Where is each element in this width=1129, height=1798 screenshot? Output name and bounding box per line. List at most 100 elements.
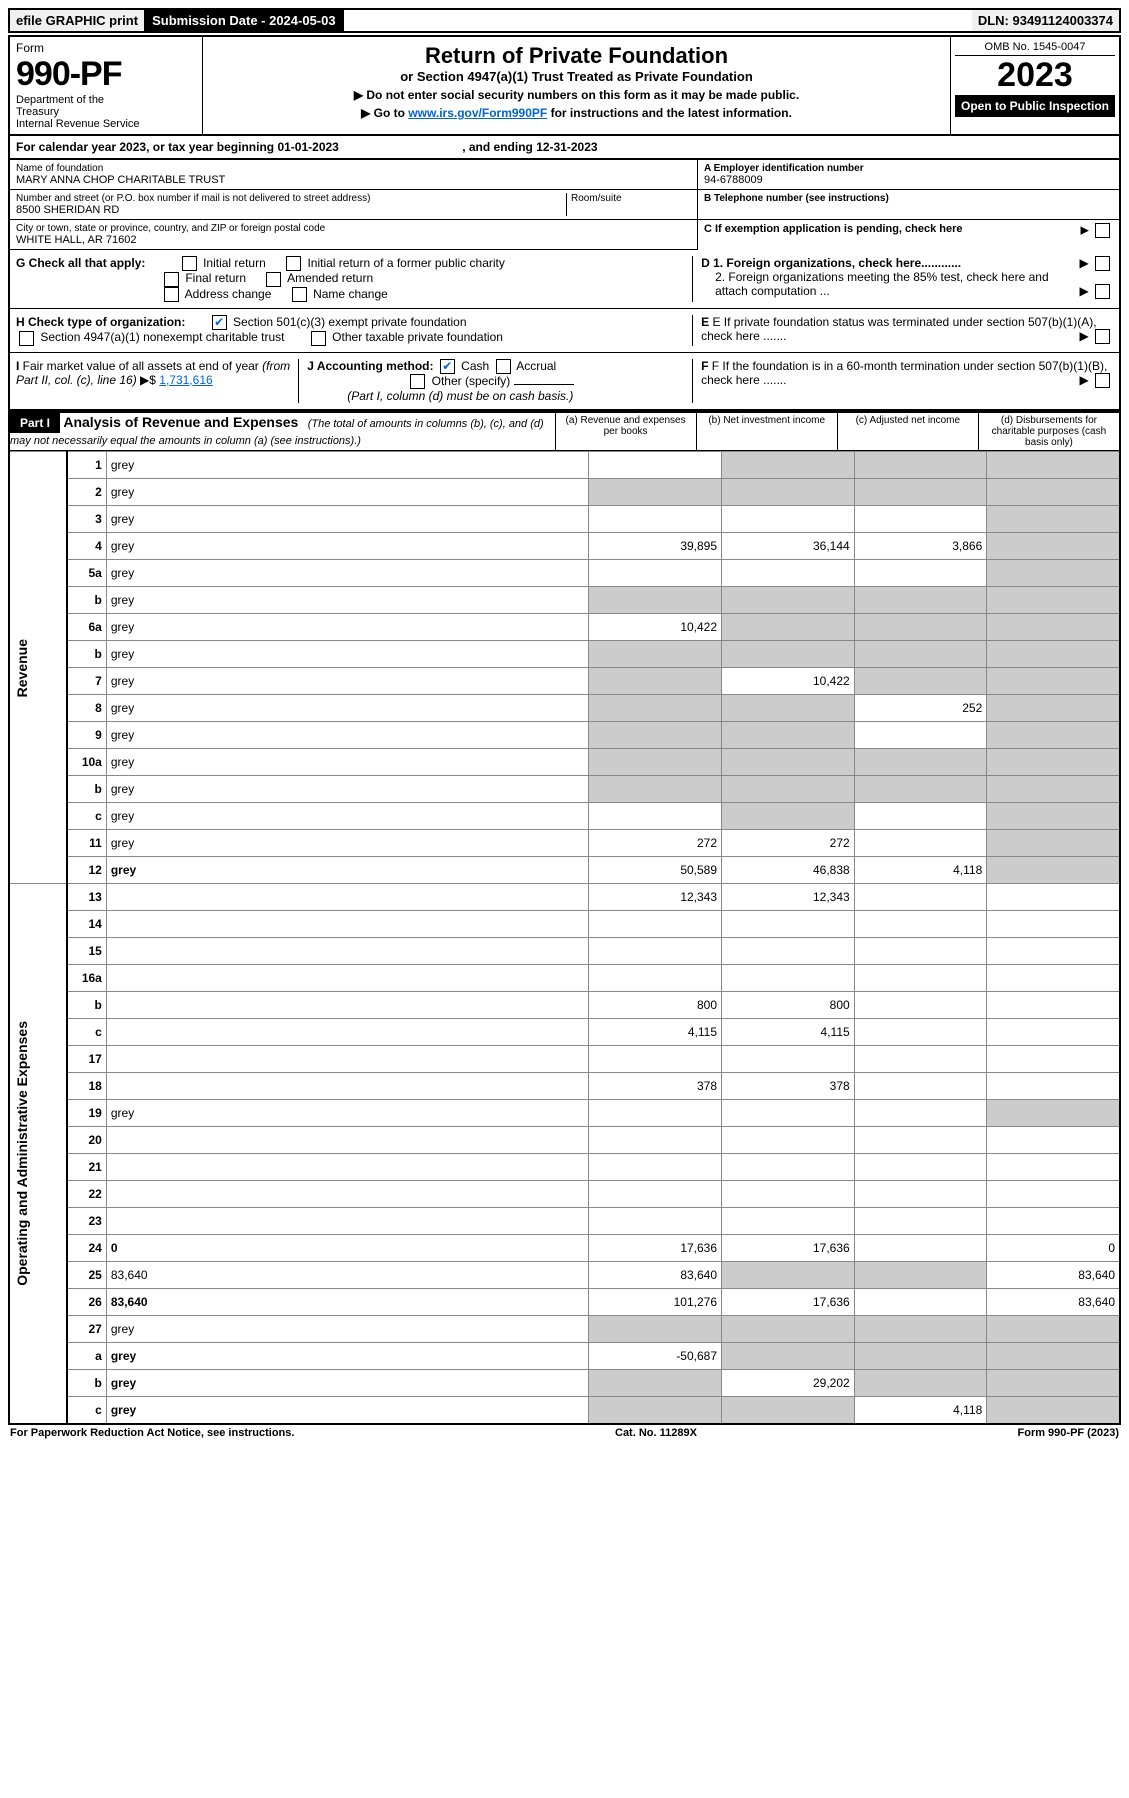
value-cell-c (854, 1316, 987, 1343)
value-cell-a: 83,640 (589, 1262, 722, 1289)
value-cell-a (589, 587, 722, 614)
value-cell-b (722, 1046, 855, 1073)
value-cell-a (589, 641, 722, 668)
checkbox-d2[interactable] (1095, 284, 1110, 299)
table-row: Revenue1grey (9, 452, 1120, 479)
table-row: 3grey (9, 506, 1120, 533)
value-cell-c (854, 1208, 987, 1235)
value-cell-a (589, 938, 722, 965)
table-row: 22 (9, 1181, 1120, 1208)
form-header: Form 990-PF Department of theTreasuryInt… (8, 35, 1121, 136)
value-cell-a (589, 1127, 722, 1154)
value-cell-b: 17,636 (722, 1289, 855, 1316)
value-cell-b: 29,202 (722, 1370, 855, 1397)
checkbox-other-tax[interactable] (311, 331, 326, 346)
line-description: grey (106, 560, 588, 587)
line-number: b (67, 1370, 106, 1397)
value-cell-a (589, 749, 722, 776)
value-cell-c (854, 938, 987, 965)
value-cell-b (722, 803, 855, 830)
line-description (106, 1073, 588, 1100)
line-description: grey (106, 533, 588, 560)
line-number: 8 (67, 695, 106, 722)
checkbox-accrual[interactable] (496, 359, 511, 374)
line-description (106, 1046, 588, 1073)
line-description: grey (106, 830, 588, 857)
value-cell-a: 50,589 (589, 857, 722, 884)
value-cell-c (854, 884, 987, 911)
value-cell-a (589, 1370, 722, 1397)
value-cell-a: 101,276 (589, 1289, 722, 1316)
value-cell-c (854, 803, 987, 830)
checkbox-other-acct[interactable] (410, 374, 425, 389)
value-cell-b (722, 587, 855, 614)
line-description: 83,640 (106, 1289, 588, 1316)
line-number: 19 (67, 1100, 106, 1127)
checkbox-d1[interactable] (1095, 256, 1110, 271)
value-cell-d (987, 479, 1120, 506)
checkbox-final[interactable] (164, 272, 179, 287)
line-number: 3 (67, 506, 106, 533)
foundation-name-cell: Name of foundation MARY ANNA CHOP CHARIT… (10, 160, 697, 190)
checkbox-f[interactable] (1095, 373, 1110, 388)
checkbox-address[interactable] (164, 287, 179, 302)
checkbox-name[interactable] (292, 287, 307, 302)
value-cell-d (987, 452, 1120, 479)
line-number: 15 (67, 938, 106, 965)
table-row: bgrey 29,202 (9, 1370, 1120, 1397)
line-description: grey (106, 722, 588, 749)
table-row: Operating and Administrative Expenses131… (9, 884, 1120, 911)
table-row: 18378378 (9, 1073, 1120, 1100)
table-row: 15 (9, 938, 1120, 965)
value-cell-d: 83,640 (987, 1262, 1120, 1289)
value-cell-c (854, 1370, 987, 1397)
checkbox-501c3[interactable]: ✔ (212, 315, 227, 330)
table-row: 9grey (9, 722, 1120, 749)
table-row: 7grey10,422 (9, 668, 1120, 695)
fmv-value[interactable]: 1,731,616 (159, 373, 212, 387)
line-number: 11 (67, 830, 106, 857)
expenses-label: Operating and Administrative Expenses (14, 1021, 30, 1286)
table-row: 23 (9, 1208, 1120, 1235)
checkbox-initial-public[interactable] (286, 256, 301, 271)
value-cell-d (987, 1397, 1120, 1425)
value-cell-d (987, 614, 1120, 641)
phone-cell: B Telephone number (see instructions) (698, 190, 1119, 220)
line-description: grey (106, 1370, 588, 1397)
value-cell-a (589, 1208, 722, 1235)
value-cell-c (854, 1343, 987, 1370)
value-cell-a (589, 479, 722, 506)
col-a-header: (a) Revenue and expenses per books (555, 413, 696, 450)
line-description: 83,640 (106, 1262, 588, 1289)
value-cell-c (854, 452, 987, 479)
line-description: grey (106, 1100, 588, 1127)
value-cell-b (722, 479, 855, 506)
checkbox-4947[interactable] (19, 331, 34, 346)
value-cell-c (854, 1073, 987, 1100)
form-title: Return of Private Foundation (209, 43, 944, 69)
header-left: Form 990-PF Department of theTreasuryInt… (10, 37, 203, 134)
line-description (106, 992, 588, 1019)
checkbox-amended[interactable] (266, 272, 281, 287)
efile-button[interactable]: efile GRAPHIC print (10, 10, 146, 31)
value-cell-b: 10,422 (722, 668, 855, 695)
value-cell-a: 39,895 (589, 533, 722, 560)
line-description (106, 1154, 588, 1181)
line-number: 17 (67, 1046, 106, 1073)
value-cell-c (854, 830, 987, 857)
checkbox-c[interactable] (1095, 223, 1110, 238)
irs-link[interactable]: www.irs.gov/Form990PF (408, 106, 547, 120)
value-cell-a (589, 911, 722, 938)
value-cell-a (589, 668, 722, 695)
value-cell-a: 12,343 (589, 884, 722, 911)
info-grid: Name of foundation MARY ANNA CHOP CHARIT… (8, 160, 1121, 250)
value-cell-c: 4,118 (854, 1397, 987, 1425)
value-cell-b (722, 749, 855, 776)
revenue-label: Revenue (14, 639, 30, 697)
value-cell-a (589, 1046, 722, 1073)
checkbox-initial[interactable] (182, 256, 197, 271)
checkbox-e[interactable] (1095, 329, 1110, 344)
line-number: 26 (67, 1289, 106, 1316)
checkbox-cash[interactable]: ✔ (440, 359, 455, 374)
value-cell-a (589, 722, 722, 749)
